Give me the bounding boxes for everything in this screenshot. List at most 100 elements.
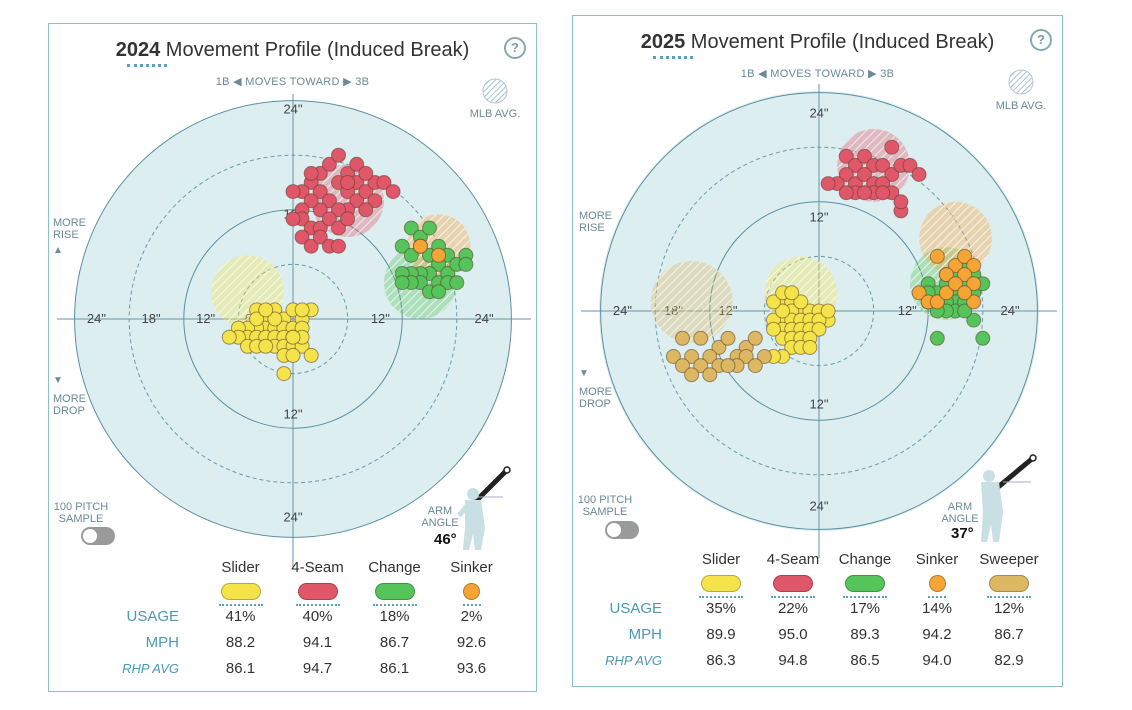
pitch-point-sweeper <box>675 330 690 346</box>
pitch-usage-value: 2% <box>460 608 483 625</box>
pitch-point-4-seam <box>385 184 401 200</box>
pitch-underline <box>218 604 263 606</box>
arrow-left-icon: ◀ <box>758 68 767 80</box>
pitch-point-sinker <box>957 285 973 301</box>
pitch-name-slider: Slider <box>221 559 260 576</box>
ring-label-bottom24: 24" <box>809 499 828 514</box>
pitch-name-sinker: Sinker <box>450 559 493 576</box>
pitch-point-change <box>394 238 410 254</box>
pitch-point-change <box>957 303 973 319</box>
pitch-toggle-slider[interactable] <box>220 583 261 600</box>
pitch-point-sinker <box>948 276 963 292</box>
pitch-point-sweeper <box>747 358 763 374</box>
pitch-point-sinker <box>966 276 982 292</box>
pitch-rhp-avg-value: 86.1 <box>225 660 256 677</box>
pitch-point-sweeper <box>693 330 709 346</box>
help-icon[interactable]: ? <box>504 37 526 59</box>
more-drop-line2: DROP <box>579 398 611 410</box>
pitch-name-sinker: Sinker <box>915 551 959 568</box>
row-label-rhp-avg: RHP AVG <box>122 661 179 676</box>
panel-title: 2024 Movement Profile (Induced Break) <box>49 39 536 62</box>
pitch-point-slider <box>793 294 809 310</box>
sample-line2: SAMPLE <box>58 513 104 525</box>
pitch-toggle-sinker[interactable] <box>463 583 480 600</box>
more-drop-line1: MORE <box>53 393 86 405</box>
pitch-point-4-seam <box>331 202 346 218</box>
title-text: Movement Profile (Induced Break) <box>165 39 470 61</box>
pitch-point-4-seam <box>358 165 374 181</box>
pitch-point-4-seam <box>349 156 365 172</box>
arrow-right-icon: ▶ <box>343 76 352 88</box>
more-rise-line2: RISE <box>579 222 605 234</box>
moves-toward-label: 1B ◀ MOVES TOWARD ▶ 3B <box>573 67 1062 80</box>
moves-toward-text: MOVES TOWARD <box>770 68 865 80</box>
pitch-toggle-4-seam[interactable] <box>297 583 338 600</box>
pitch-point-slider <box>784 285 800 301</box>
moves-toward-label: 1B ◀ MOVES TOWARD ▶ 3B <box>49 75 536 88</box>
pitch-toggle-change[interactable] <box>845 575 885 592</box>
down-arrow-icon: ▼ <box>53 375 63 386</box>
more-rise-line1: MORE <box>579 210 612 222</box>
pitch-point-4-seam <box>321 193 337 209</box>
pitch-toggle-4-seam[interactable] <box>773 575 813 592</box>
pitch-toggle-change[interactable] <box>374 583 415 600</box>
pitch-rhp-avg-value: 86.3 <box>706 652 736 669</box>
pitch-legend-table: Slider 41% 88.2 86.1 4-Seam 40% 94.1 94.7 Change… <box>49 559 536 689</box>
pitch-name-4-seam: 4-Seam <box>766 551 820 568</box>
pitch-point-slider <box>802 339 818 355</box>
pitch-point-sweeper <box>738 349 754 364</box>
pitch-point-slider <box>221 329 237 345</box>
pitch-point-slider <box>820 303 836 319</box>
more-drop-line2: DROP <box>53 405 85 417</box>
pitch-point-4-seam <box>349 193 365 209</box>
pitch-point-sinker <box>957 248 973 264</box>
pitch-point-4-seam <box>340 175 356 190</box>
pitch-point-sweeper <box>665 349 681 364</box>
pitch-rhp-avg-value: 94.8 <box>778 652 808 669</box>
pitch-mph-value: 86.7 <box>379 634 410 651</box>
ring-label-left12: 12" <box>196 311 215 326</box>
sample-toggle[interactable] <box>81 527 115 545</box>
pitch-point-change <box>403 247 419 263</box>
help-icon[interactable]: ? <box>1030 29 1052 51</box>
pitch-point-slider <box>294 302 310 318</box>
pitch-legend-table: Slider 35% 89.9 86.3 4-Seam 22% 95.0 94.8 Change… <box>573 551 1062 686</box>
pitch-mph-value: 89.3 <box>850 626 880 643</box>
pitch-rhp-avg-value: 86.1 <box>379 660 410 677</box>
ring-label-bottom24: 24" <box>283 509 302 524</box>
ring-label-bottom12: 12" <box>283 407 302 422</box>
pitch-point-slider <box>267 311 283 327</box>
moves-toward-text: MOVES TOWARD <box>245 76 340 88</box>
pitch-point-4-seam <box>321 211 337 227</box>
pitch-point-sinker <box>938 285 954 301</box>
pitch-point-4-seam <box>902 157 918 173</box>
pitch-point-slider <box>258 338 274 354</box>
pitch-mph-value: 94.1 <box>302 634 333 651</box>
pitch-point-4-seam <box>285 184 301 200</box>
mlb-avg-label: MLB AVG. <box>469 108 521 120</box>
pitch-point-slider <box>811 321 827 337</box>
pitch-point-slider <box>303 347 319 363</box>
pitch-toggle-sweeper[interactable] <box>989 575 1029 592</box>
arrow-left-icon: ◀ <box>233 76 242 88</box>
panel-title: 2025 Movement Profile (Induced Break) <box>573 31 1062 54</box>
pitch-point-4-seam <box>911 167 927 182</box>
row-label-rhp-avg: RHP AVG <box>605 653 662 668</box>
pitch-mph-value: 95.0 <box>778 626 808 643</box>
ring-label-top24: 24" <box>809 106 828 121</box>
pitch-point-4-seam <box>820 176 836 192</box>
sample-toggle[interactable] <box>605 521 639 539</box>
pitch-point-change <box>422 220 437 236</box>
pitch-name-change: Change <box>838 551 892 568</box>
pitch-point-4-seam <box>312 229 328 245</box>
pitch-toggle-slider[interactable] <box>701 575 741 592</box>
more-rise-line2: RISE <box>53 229 79 241</box>
movement-plot-2024: 24"12"12"24"24"18"12"612"24" <box>57 94 531 569</box>
pitch-point-4-seam <box>376 175 392 190</box>
pitch-toggle-sinker[interactable] <box>928 575 946 592</box>
ring-label-bottom12: 12" <box>809 397 828 412</box>
pitch-underline <box>987 596 1031 598</box>
pitch-point-4-seam <box>838 148 854 164</box>
pitch-sample-label: 100 PITCH SAMPLE <box>53 501 109 525</box>
pitch-point-slider <box>276 366 292 382</box>
